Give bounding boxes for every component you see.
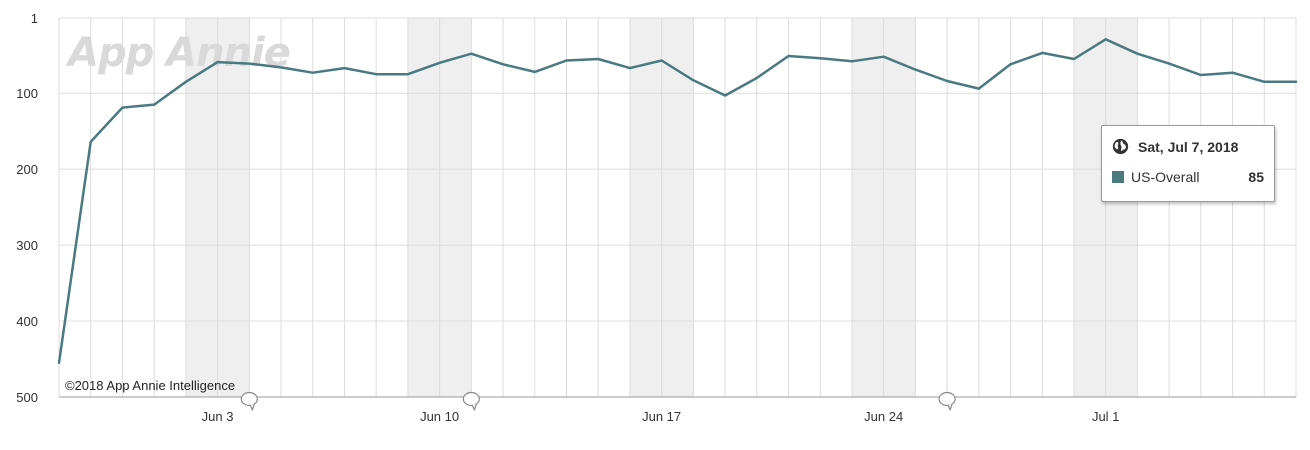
x-tick-label: Jul 1 <box>1092 409 1119 424</box>
event-markers[interactable] <box>240 391 956 411</box>
x-tick-label: Jun 3 <box>202 409 234 424</box>
globe-icon <box>1112 138 1129 155</box>
tooltip-date: Sat, Jul 7, 2018 <box>1138 138 1239 155</box>
tooltip-series-name: US-Overall <box>1131 169 1200 185</box>
y-tick-label: 300 <box>16 238 38 253</box>
weekend-band <box>883 18 916 397</box>
event-marker-icon[interactable] <box>462 391 480 411</box>
hover-tooltip: Sat, Jul 7, 2018 US-Overall 85 <box>1101 125 1275 202</box>
tooltip-header: Sat, Jul 7, 2018 <box>1112 138 1238 155</box>
x-tick-label: Jun 24 <box>864 409 903 424</box>
event-marker-icon[interactable] <box>240 391 258 411</box>
y-tick-label: 1 <box>31 11 38 26</box>
event-marker-icon[interactable] <box>938 391 956 411</box>
x-tick-label: Jun 17 <box>642 409 681 424</box>
copyright-text: ©2018 App Annie Intelligence <box>65 378 235 393</box>
weekend-band <box>661 18 694 397</box>
watermark-logo: App Annie <box>65 30 290 76</box>
x-tick-label: Jun 10 <box>420 409 459 424</box>
weekend-band <box>629 18 662 397</box>
tooltip-value: 85 <box>1248 169 1264 185</box>
weekend-band <box>851 18 884 397</box>
tooltip-series-row: US-Overall 85 <box>1112 169 1264 185</box>
grid-lines <box>58 17 1297 398</box>
y-tick-labels: 1 100 200 300 400 500 <box>16 11 38 405</box>
weekend-shading <box>185 18 1138 397</box>
y-tick-label: 400 <box>16 314 38 329</box>
series-line-us-overall <box>57 38 1298 365</box>
series-line <box>57 38 1298 365</box>
series-color-swatch <box>1112 171 1124 183</box>
weekend-band <box>439 18 472 397</box>
weekend-band <box>1105 18 1138 397</box>
y-tick-label: 100 <box>16 86 38 101</box>
y-tick-label: 200 <box>16 162 38 177</box>
x-tick-labels: Jun 3 Jun 10 Jun 17 Jun 24 Jul 1 <box>202 409 1120 424</box>
weekend-band <box>217 18 250 397</box>
weekend-band <box>185 18 218 397</box>
weekend-band <box>1073 18 1106 397</box>
weekend-band <box>407 18 440 397</box>
y-tick-label: 500 <box>16 390 38 405</box>
